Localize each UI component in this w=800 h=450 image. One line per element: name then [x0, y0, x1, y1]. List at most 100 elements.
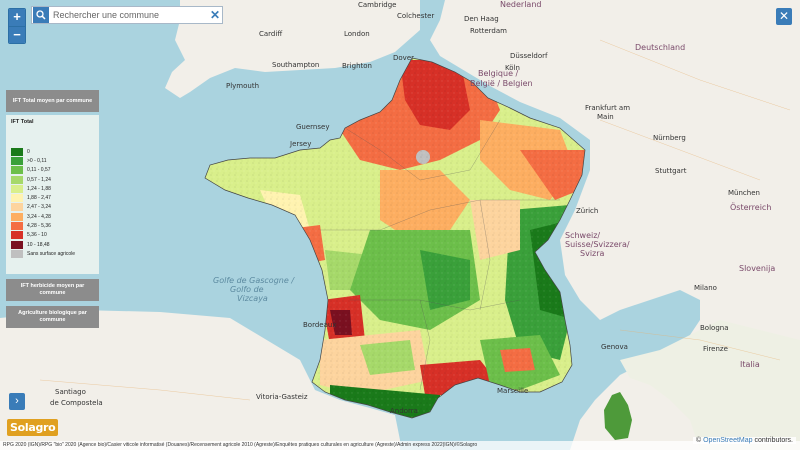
svg-text:London: London	[344, 30, 370, 38]
svg-text:Guernsey: Guernsey	[296, 123, 329, 131]
svg-text:Dover: Dover	[393, 54, 414, 62]
svg-text:Stuttgart: Stuttgart	[655, 167, 687, 175]
svg-text:Vitoria-Gasteiz: Vitoria-Gasteiz	[256, 393, 308, 401]
osm-link[interactable]: OpenStreetMap	[703, 437, 753, 444]
legend-label: 2,47 - 3,24	[27, 204, 51, 211]
legend-swatch	[11, 175, 23, 184]
roads	[39, 39, 791, 401]
iberia-land	[0, 310, 400, 450]
svg-text:Santiago: Santiago	[55, 388, 86, 396]
zoom-in-button[interactable]: +	[9, 9, 25, 26]
zoom-out-button[interactable]: −	[9, 26, 25, 43]
data-sources-footer: RPG 2020 (IGN)/RPG "bio" 2020 (Agence bi…	[0, 441, 800, 450]
legend-title: IFT Total	[11, 119, 34, 125]
legend-label: 3,24 - 4,28	[27, 213, 51, 220]
legend-label: >0 - 0,11	[27, 157, 47, 164]
legend-label: 0,57 - 1,24	[27, 176, 51, 183]
france-border	[204, 57, 586, 419]
legend-swatch	[11, 156, 23, 165]
map-attribution: © OpenStreetMap contributors.	[693, 437, 796, 444]
svg-text:Milano: Milano	[694, 284, 717, 292]
svg-text:Firenze: Firenze	[703, 345, 728, 353]
svg-text:München: München	[728, 189, 760, 197]
search-input[interactable]: Rechercher une commune	[53, 10, 160, 20]
italy-land	[620, 320, 800, 450]
attribution-suffix: contributors.	[752, 437, 793, 444]
svg-text:Köln: Köln	[505, 64, 520, 72]
legend-label: 10 - 18,48	[27, 241, 50, 248]
legend-item: 4,28 - 5,36	[11, 221, 94, 231]
agriculture-bio-button[interactable]: Agriculture biologique par commune	[6, 306, 99, 328]
legend-swatch	[11, 222, 23, 231]
svg-text:Genova: Genova	[601, 343, 628, 351]
legend-item: 2,47 - 3,24	[11, 203, 94, 212]
svg-text:Bologna: Bologna	[700, 324, 728, 332]
legend-label: Sans surface agricole	[27, 250, 76, 257]
zoom-control: + −	[8, 8, 26, 44]
legend-panel: IFT Total 0 >0 - 0,11 0,11 - 0,57 0,57 - 1,…	[6, 115, 99, 274]
ift-herbicide-button[interactable]: IFT herbicide moyen par commune	[6, 279, 99, 301]
legend-items: 0 >0 - 0,11 0,11 - 0,57 0,57 - 1,24 1,24 - 1…	[11, 147, 94, 259]
expand-panel-button[interactable]: ›	[9, 393, 25, 410]
svg-text:Österreich: Österreich	[730, 202, 771, 212]
legend-item: 10 - 18,48	[11, 240, 94, 249]
map-labels: Cardiff London Cambridge Colchester Sout…	[50, 0, 775, 415]
svg-text:Slovenija: Slovenija	[739, 264, 775, 273]
close-panel-button[interactable]: ✕	[776, 8, 792, 25]
legend-item: 0,11 - 0,57	[11, 166, 94, 175]
legend-label: 0,11 - 0,57	[27, 167, 51, 174]
legend-swatch	[11, 212, 23, 221]
svg-text:Cardiff: Cardiff	[259, 30, 282, 38]
svg-text:Colchester: Colchester	[397, 12, 434, 20]
svg-text:de Compostela: de Compostela	[50, 399, 103, 407]
svg-text:Frankfurt am: Frankfurt am	[585, 104, 630, 112]
legend-item: 3,24 - 4,28	[11, 212, 94, 221]
legend-label: 1,24 - 1,88	[27, 185, 51, 192]
ift-total-moyen-button[interactable]: IFT Total moyen par commune	[6, 90, 99, 112]
region-boundaries	[320, 119, 560, 391]
legend-item: 0,57 - 1,24	[11, 175, 94, 184]
legend-swatch	[11, 203, 23, 212]
solagro-logo[interactable]: Solagro	[7, 416, 59, 438]
svg-text:Nürnberg: Nürnberg	[653, 134, 686, 142]
svg-text:Schweiz/: Schweiz/	[565, 231, 600, 240]
svg-text:Bordeaux: Bordeaux	[303, 321, 336, 329]
svg-text:Plymouth: Plymouth	[226, 82, 259, 90]
svg-text:Golfo de: Golfo de	[230, 285, 264, 294]
legend-swatch	[11, 240, 23, 249]
logo-text: Solagro	[7, 418, 59, 436]
legend-item: 5,36 - 10	[11, 231, 94, 240]
commune-search[interactable]: Rechercher une commune ✕	[31, 6, 223, 24]
legend-swatch	[11, 184, 23, 193]
legend-label: 0	[27, 148, 30, 155]
legend-label: 4,28 - 5,36	[27, 223, 51, 230]
svg-text:Nederland: Nederland	[500, 0, 541, 9]
legend-swatch	[11, 166, 23, 175]
legend-label: 1,88 - 2,47	[27, 195, 51, 202]
legend-item: 0	[11, 147, 94, 156]
svg-text:Golfe de Gascogne /: Golfe de Gascogne /	[213, 276, 295, 285]
legend-item: Sans surface agricole	[11, 249, 94, 258]
svg-text:Svizra: Svizra	[580, 249, 605, 258]
svg-text:Vizcaya: Vizcaya	[237, 294, 268, 303]
svg-text:Italia: Italia	[740, 360, 760, 369]
svg-text:Belgique /: Belgique /	[478, 69, 519, 78]
corsica-land	[604, 392, 632, 440]
clear-search-button[interactable]: ✕	[209, 8, 221, 22]
svg-text:Andorra: Andorra	[390, 407, 418, 415]
search-icon[interactable]	[33, 7, 49, 23]
legend-label: 5,36 - 10	[27, 232, 47, 239]
svg-text:Main: Main	[597, 113, 614, 121]
legend-swatch	[11, 194, 23, 203]
legend-item: 1,88 - 2,47	[11, 193, 94, 203]
svg-text:Southampton: Southampton	[272, 61, 319, 69]
legend-swatch	[11, 147, 23, 156]
legend-item: 1,24 - 1,88	[11, 184, 94, 193]
svg-text:Deutschland: Deutschland	[635, 43, 685, 52]
svg-text:Düsseldorf: Düsseldorf	[510, 52, 548, 60]
svg-text:Rotterdam: Rotterdam	[470, 27, 507, 35]
legend-swatch	[11, 231, 23, 240]
svg-text:Jersey: Jersey	[289, 140, 311, 148]
svg-text:Cambridge: Cambridge	[358, 1, 396, 9]
